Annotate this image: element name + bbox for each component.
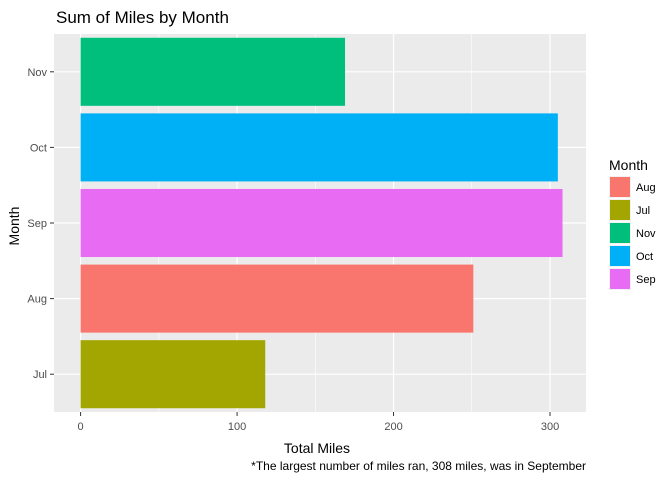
- y-tick-label: Jul: [33, 369, 47, 381]
- x-axis-title: Total Miles: [284, 440, 350, 456]
- legend-label: Sep: [636, 274, 656, 286]
- x-tick-label: 300: [541, 421, 559, 433]
- bar-oct: [80, 113, 558, 182]
- legend-swatch-sep: [610, 269, 630, 289]
- legend-swatch-nov: [610, 223, 630, 243]
- legend-swatch-aug: [610, 177, 630, 197]
- bar-aug: [80, 264, 474, 333]
- y-tick-label: Oct: [30, 142, 47, 154]
- legend-label: Aug: [636, 182, 656, 194]
- y-tick-label: Sep: [27, 218, 47, 230]
- legend-title: Month: [609, 157, 648, 173]
- bar-nov: [80, 37, 346, 106]
- legend: Month Aug Jul Nov Oct Sep: [609, 157, 656, 290]
- chart-title: Sum of Miles by Month: [56, 8, 229, 27]
- y-tick-label: Nov: [27, 67, 47, 79]
- bar-sep: [80, 188, 563, 258]
- legend-swatch-oct: [610, 246, 630, 266]
- x-tick-label: 0: [78, 421, 84, 433]
- legend-label: Oct: [636, 251, 653, 263]
- legend-swatch-jul: [610, 200, 630, 220]
- x-tick-label: 100: [228, 421, 246, 433]
- legend-label: Nov: [636, 228, 656, 240]
- x-tick-label: 200: [384, 421, 402, 433]
- bar-jul: [80, 340, 266, 409]
- y-axis-title: Month: [6, 207, 22, 246]
- legend-label: Jul: [636, 205, 650, 217]
- y-tick-label: Aug: [27, 294, 47, 306]
- chart-caption: *The largest number of miles ran, 308 mi…: [251, 459, 586, 473]
